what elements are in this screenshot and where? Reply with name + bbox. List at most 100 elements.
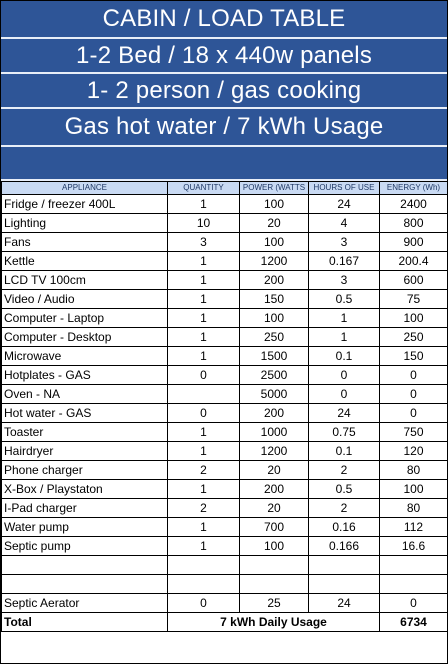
cell-appliance: Computer - Desktop xyxy=(1,327,168,347)
header-line-3: 1- 2 person / gas cooking xyxy=(1,74,447,109)
cell-appliance: Fans xyxy=(1,232,168,252)
cell-power: 20 xyxy=(239,460,309,480)
cell-appliance: Toaster xyxy=(1,422,168,442)
cell-energy: 2400 xyxy=(379,194,448,214)
cell-power: 200 xyxy=(239,270,309,290)
table-row: Toaster 1 1000 0.75 750 xyxy=(1,422,448,442)
cell-quantity: 2 xyxy=(167,460,240,480)
table-row: Hotplates - GAS 0 2500 0 0 xyxy=(1,365,448,385)
cell-quantity: 1 xyxy=(167,270,240,290)
cell-appliance: Hot water - GAS xyxy=(1,403,168,423)
cell-appliance: Computer - Laptop xyxy=(1,308,168,328)
header-line-2: 1-2 Bed / 18 x 440w panels xyxy=(1,39,447,74)
table-row: Fans 3 100 3 900 xyxy=(1,232,448,252)
cell-quantity: 0 xyxy=(167,365,240,385)
cell-appliance: Video / Audio xyxy=(1,289,168,309)
cell-quantity: 1 xyxy=(167,517,240,537)
cell-hours: 3 xyxy=(308,270,380,290)
cell-energy xyxy=(379,555,448,575)
cell-hours: 4 xyxy=(308,213,380,233)
table-row: Septic pump 1 100 0.166 16.6 xyxy=(1,536,448,556)
table-row: Water pump 1 700 0.16 112 xyxy=(1,517,448,537)
cell-energy: 600 xyxy=(379,270,448,290)
cell-appliance: I-Pad charger xyxy=(1,498,168,518)
cell-quantity: 1 xyxy=(167,346,240,366)
cell-power: 1000 xyxy=(239,422,309,442)
cell-appliance: Phone charger xyxy=(1,460,168,480)
cell-quantity: 1 xyxy=(167,327,240,347)
cell-hours: 0.75 xyxy=(308,422,380,442)
load-table: APPLIANCE QUANTITY POWER (WATTS HOURS OF… xyxy=(1,181,448,632)
cell-power: 20 xyxy=(239,498,309,518)
cell-power: 100 xyxy=(239,194,309,214)
col-header-hours: HOURS OF USE xyxy=(308,181,380,195)
cell-quantity: 1 xyxy=(167,422,240,442)
cell-quantity: 2 xyxy=(167,498,240,518)
cell-appliance: X-Box / Playstaton xyxy=(1,479,168,499)
col-header-power: POWER (WATTS xyxy=(239,181,309,195)
cell-hours: 0.16 xyxy=(308,517,380,537)
cell-energy: 0 xyxy=(379,384,448,404)
cell-quantity xyxy=(167,384,240,404)
table-row: Lighting 10 20 4 800 xyxy=(1,213,448,233)
cell-appliance: Hairdryer xyxy=(1,441,168,461)
cell-hours: 1 xyxy=(308,327,380,347)
cell-power: 100 xyxy=(239,536,309,556)
cell-energy: 750 xyxy=(379,422,448,442)
cell-power: 200 xyxy=(239,479,309,499)
table-row: Video / Audio 1 150 0.5 75 xyxy=(1,289,448,309)
cell-power: 2500 xyxy=(239,365,309,385)
cell-quantity xyxy=(167,574,240,594)
total-usage: 7 kWh Daily Usage xyxy=(167,612,380,632)
cell-appliance: Septic pump xyxy=(1,536,168,556)
cell-hours: 2 xyxy=(308,498,380,518)
table-row: LCD TV 100cm 1 200 3 600 xyxy=(1,270,448,290)
cell-quantity: 0 xyxy=(167,403,240,423)
cell-quantity: 1 xyxy=(167,308,240,328)
cell-energy: 75 xyxy=(379,289,448,309)
table-row: Computer - Desktop 1 250 1 250 xyxy=(1,327,448,347)
cell-appliance: Fridge / freezer 400L xyxy=(1,194,168,214)
cell-quantity: 10 xyxy=(167,213,240,233)
table-row: I-Pad charger 2 20 2 80 xyxy=(1,498,448,518)
cell-appliance: LCD TV 100cm xyxy=(1,270,168,290)
cell-power: 1200 xyxy=(239,251,309,271)
cell-hours: 0.167 xyxy=(308,251,380,271)
total-label: Total xyxy=(1,612,168,632)
table-row: Hot water - GAS 0 200 24 0 xyxy=(1,403,448,423)
table-row xyxy=(1,555,448,575)
header-line-4: Gas hot water / 7 kWh Usage xyxy=(1,109,447,147)
cell-energy: 80 xyxy=(379,460,448,480)
cell-appliance: Water pump xyxy=(1,517,168,537)
table-row: Kettle 1 1200 0.167 200.4 xyxy=(1,251,448,271)
table-row: X-Box / Playstaton 1 200 0.5 100 xyxy=(1,479,448,499)
cell-quantity: 3 xyxy=(167,232,240,252)
cell-appliance: Septic Aerator xyxy=(1,593,168,613)
cell-appliance: Hotplates - GAS xyxy=(1,365,168,385)
cell-appliance xyxy=(1,555,168,575)
col-header-appliance: APPLIANCE xyxy=(1,181,168,195)
cell-power: 20 xyxy=(239,213,309,233)
cell-power: 250 xyxy=(239,327,309,347)
table-row: Computer - Laptop 1 100 1 100 xyxy=(1,308,448,328)
table-row: Microwave 1 1500 0.1 150 xyxy=(1,346,448,366)
cell-energy: 250 xyxy=(379,327,448,347)
header-spacer xyxy=(1,147,447,181)
cell-hours: 0.5 xyxy=(308,289,380,309)
cell-power: 1500 xyxy=(239,346,309,366)
cell-hours: 0.166 xyxy=(308,536,380,556)
table-body: Fridge / freezer 400L 1 100 24 2400 Lighting 1… xyxy=(1,194,448,613)
cell-hours: 24 xyxy=(308,593,380,613)
table-row: Septic Aerator 0 25 24 0 xyxy=(1,593,448,613)
cell-quantity xyxy=(167,555,240,575)
cell-hours: 24 xyxy=(308,403,380,423)
cell-power: 150 xyxy=(239,289,309,309)
cell-appliance: Oven - NA xyxy=(1,384,168,404)
cell-power: 100 xyxy=(239,308,309,328)
cell-quantity: 1 xyxy=(167,194,240,214)
col-header-quantity: QUANTITY xyxy=(167,181,240,195)
cell-energy: 150 xyxy=(379,346,448,366)
cell-hours: 0 xyxy=(308,384,380,404)
total-row: Total 7 kWh Daily Usage 6734 xyxy=(1,612,448,632)
cell-power: 1200 xyxy=(239,441,309,461)
